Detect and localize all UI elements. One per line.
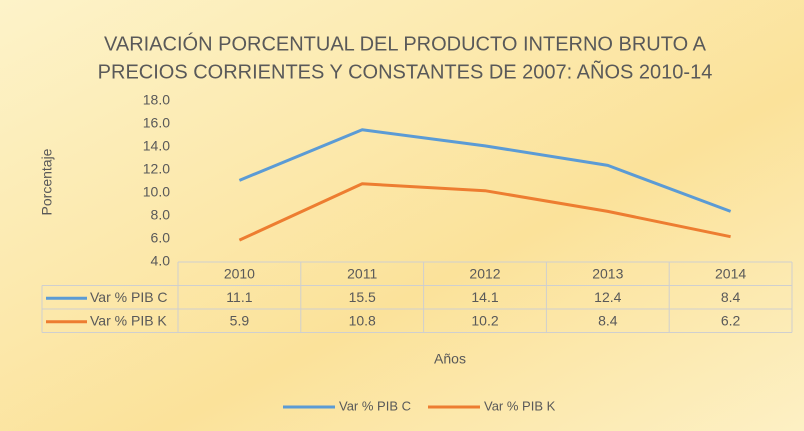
x-tick-label: 2012 (469, 265, 500, 281)
y-tick-label: 8.0 (151, 207, 171, 223)
y-axis-label: Porcentaje (39, 148, 55, 215)
table-row-label: Var % PIB K (90, 312, 167, 328)
y-tick-label: 10.0 (143, 184, 170, 200)
table-cell: 5.9 (230, 312, 250, 328)
y-tick-label: 6.0 (151, 230, 171, 246)
legend-label: Var % PIB C (339, 398, 411, 413)
x-tick-label: 2013 (592, 265, 623, 281)
chart-title: PRECIOS CORRIENTES Y CONSTANTES DE 2007:… (98, 59, 713, 83)
x-tick-label: 2014 (715, 265, 746, 281)
x-tick-label: 2010 (224, 265, 255, 281)
table-row-label: Var % PIB C (90, 289, 168, 305)
y-tick-label: 16.0 (143, 115, 170, 131)
line-series (238, 128, 732, 213)
table-cell: 6.2 (721, 312, 741, 328)
legend-label: Var % PIB K (484, 398, 556, 413)
table-cell: 15.5 (349, 289, 376, 305)
line-series (238, 182, 731, 242)
table-cell: 10.8 (349, 312, 376, 328)
x-tick-label: 2011 (347, 265, 377, 281)
table-cell: 11.1 (226, 289, 252, 305)
table-cell: 12.4 (594, 289, 621, 305)
y-tick-label: 14.0 (143, 138, 170, 154)
y-tick-label: 18.0 (143, 92, 170, 108)
y-tick-label: 12.0 (143, 161, 170, 177)
table-cell: 8.4 (598, 312, 618, 328)
table-cell: 10.2 (471, 312, 498, 328)
chart-title: VARIACIÓN PORCENTUAL DEL PRODUCTO INTERN… (104, 32, 707, 55)
x-axis-label: Años (434, 351, 466, 367)
y-tick-label: 4.0 (151, 253, 171, 269)
table-cell: 8.4 (721, 289, 741, 305)
table-cell: 14.1 (471, 289, 498, 305)
